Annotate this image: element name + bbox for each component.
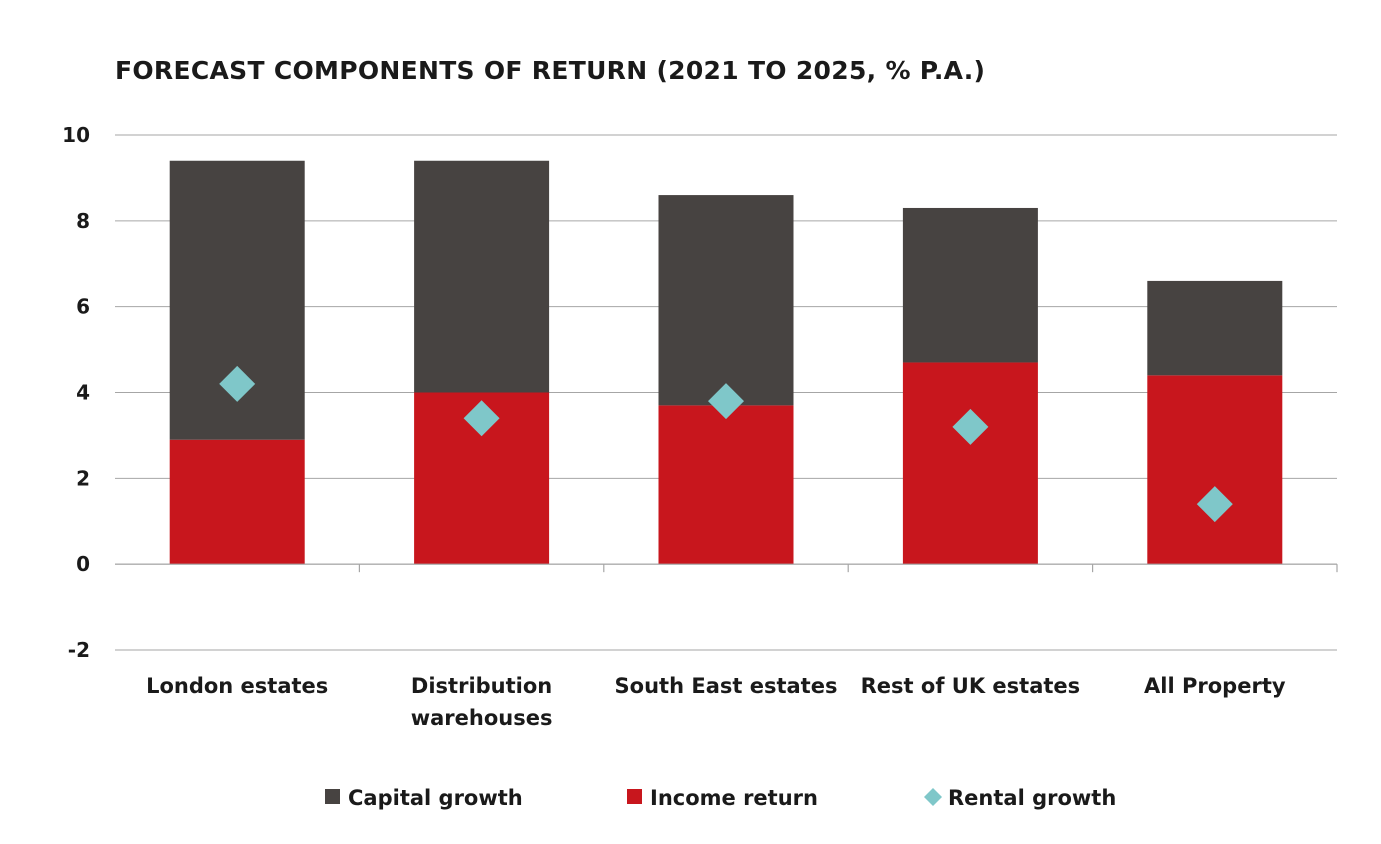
category-label: Rest of UK estates xyxy=(861,674,1081,698)
y-tick-label: 2 xyxy=(76,466,90,490)
axes xyxy=(115,563,1338,573)
y-tick-label: 0 xyxy=(76,552,90,576)
x-axis-category-labels: London estates Distribution warehouses Sout… xyxy=(146,674,1286,730)
income-return-legend-label: Income return xyxy=(650,786,818,810)
income-return-bar xyxy=(169,439,305,565)
y-axis-tick-labels: -2 0 2 4 6 8 10 xyxy=(62,123,90,662)
y-tick-label: 6 xyxy=(76,295,90,319)
rental-growth-markers xyxy=(219,365,1233,523)
category-label: Distribution xyxy=(411,674,552,698)
category-label: London estates xyxy=(146,674,328,698)
legend: Capital growth Income return Rental growth xyxy=(325,786,1116,810)
capital-growth-bar xyxy=(1147,280,1283,376)
income-return-bar xyxy=(1147,375,1283,565)
rental-growth-marker xyxy=(1196,486,1233,523)
income-return-bar xyxy=(902,362,1038,565)
income-return-legend-swatch xyxy=(627,789,642,804)
rental-growth-marker xyxy=(708,383,744,420)
y-tick-label: -2 xyxy=(68,638,90,662)
rental-growth-marker xyxy=(219,365,256,402)
capital-growth-bar xyxy=(414,160,550,393)
y-tick-label: 4 xyxy=(76,381,90,405)
y-tick-label: 8 xyxy=(76,209,90,233)
rental-growth-legend-label: Rental growth xyxy=(948,786,1116,810)
category-label: warehouses xyxy=(411,706,553,730)
capital-growth-bar xyxy=(902,207,1038,363)
rental-growth-marker xyxy=(952,408,989,445)
chart-title: FORECAST COMPONENTS OF RETURN (2021 TO 2… xyxy=(115,56,986,85)
capital-growth-bar xyxy=(658,195,794,406)
capital-growth-legend-swatch xyxy=(325,789,340,804)
category-label: South East estates xyxy=(615,674,838,698)
capital-growth-legend-label: Capital growth xyxy=(348,786,523,810)
category-label: All Property xyxy=(1144,674,1286,698)
income-return-bar xyxy=(658,405,794,565)
rental-growth-legend-swatch xyxy=(924,788,942,806)
y-tick-label: 10 xyxy=(62,123,90,147)
bars xyxy=(169,160,1283,565)
rental-growth-marker xyxy=(463,400,500,437)
